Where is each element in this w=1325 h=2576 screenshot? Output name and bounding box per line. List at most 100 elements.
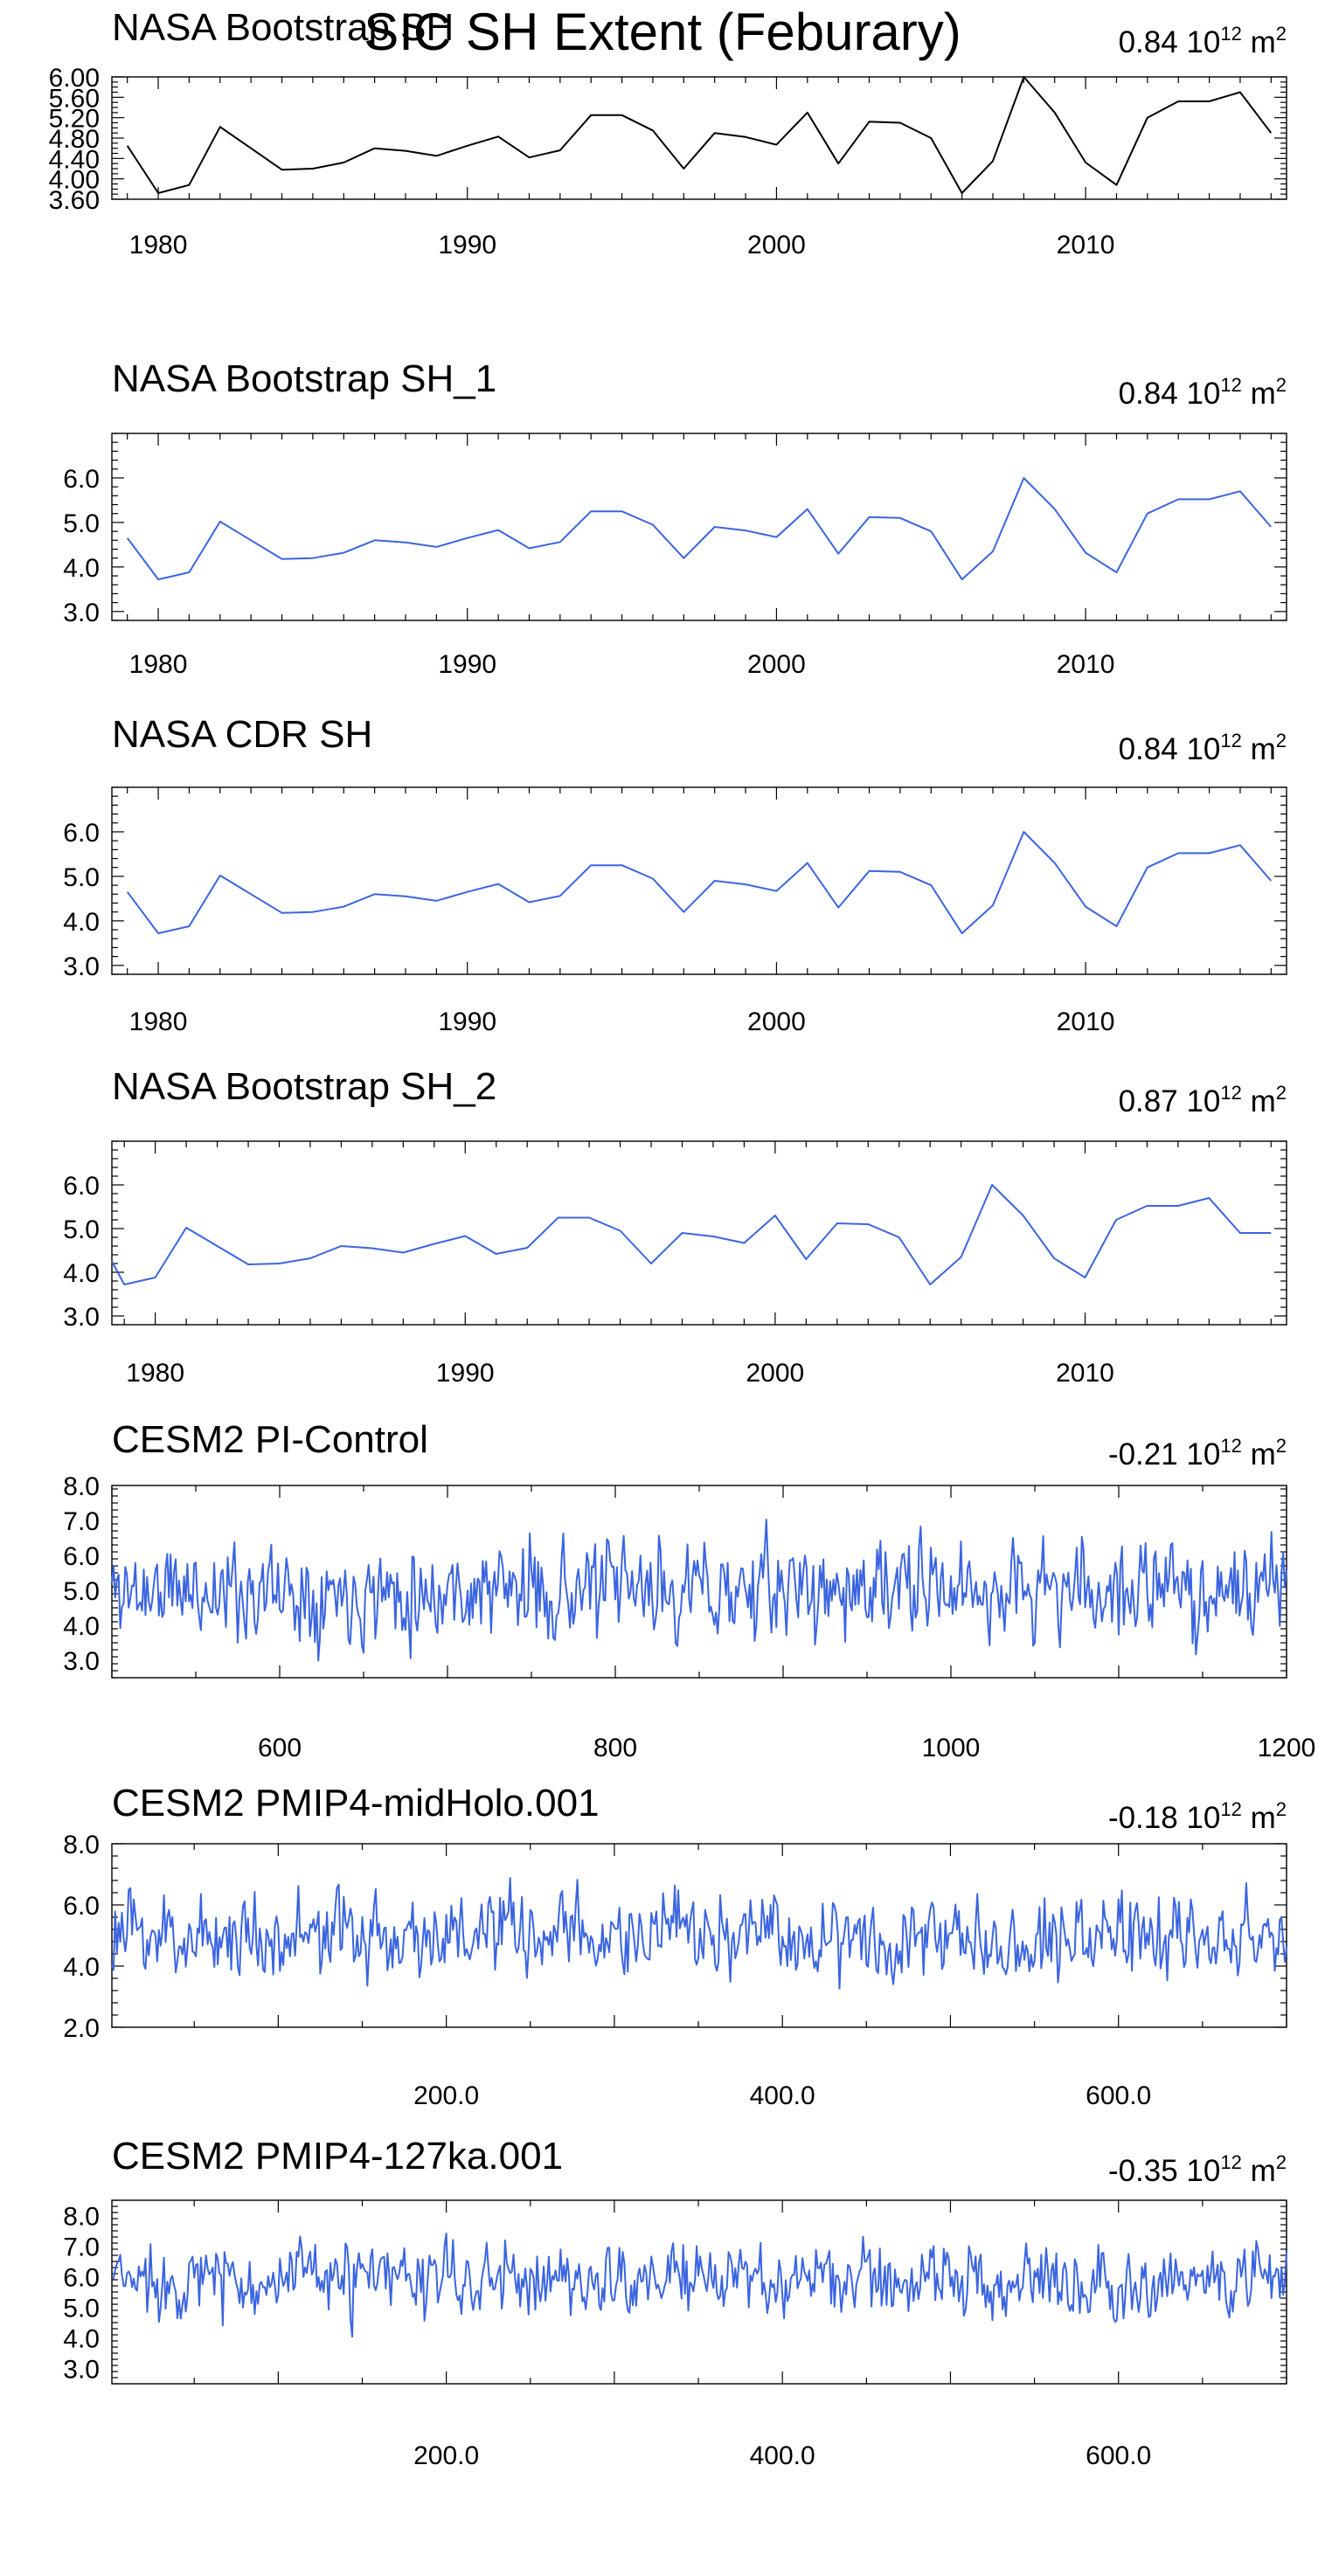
y-tick-label: 6.0 (63, 1542, 100, 1571)
x-tick-label: 1990 (438, 231, 496, 260)
chart-svg-6: CESM2 PMIP4-midHolo.001 -0.18 1012 m2 2.0 4… (63, 1782, 1287, 2110)
chart-svg-3: NASA CDR SH 0.84 1012 m2 3.0 4.0 5.0 6.0 1980 1… (63, 713, 1287, 1036)
series-line (126, 477, 1273, 581)
y-tick-label: 4.80 (49, 125, 100, 154)
x-tick-label: 1990 (438, 1008, 496, 1036)
x-tick-label: 2000 (747, 1008, 806, 1036)
chart-panel-6: CESM2 PMIP4-midHolo.001 -0.18 1012 m2 2.0 4… (0, 1779, 1325, 2130)
x-tick-label: 200.0 (413, 2441, 479, 2470)
chart-panel-1: NASA Bootstrap SH 0.84 1012 m2 3.60 4.00 4.4… (0, 0, 1325, 350)
x-tick-label: 2010 (1057, 231, 1115, 260)
y-tick-label: 4.0 (63, 2325, 100, 2354)
panel-title: CESM2 PI-Control (112, 1418, 428, 1461)
series-line (126, 76, 1273, 194)
series-line (126, 831, 1273, 935)
x-tick-label: 600 (258, 1734, 302, 1762)
y-tick-label: 6.0 (63, 2264, 100, 2293)
y-tick-label: 8.0 (63, 2203, 100, 2232)
y-tick-label: 5.60 (49, 84, 100, 113)
chart-svg-7: CESM2 PMIP4-127ka.001 -0.35 1012 m2 3.04.0… (63, 2135, 1287, 2470)
y-tick-label: 3.0 (63, 2356, 100, 2385)
y-tick-label: 6.0 (63, 1892, 100, 1921)
x-tick-label: 1200 (1258, 1734, 1316, 1762)
series-line (111, 1519, 1287, 1662)
x-tick-label: 1980 (126, 1359, 184, 1388)
plot-frame (111, 1843, 1287, 2028)
panel-title: CESM2 PMIP4-127ka.001 (112, 2135, 563, 2178)
x-tick-label: 2010 (1057, 1008, 1115, 1036)
series-line (111, 1877, 1287, 1990)
x-tick-label: 1990 (436, 1359, 495, 1388)
plot-frame (111, 786, 1287, 975)
x-tick-label: 800 (593, 1734, 637, 1762)
x-tick-label: 400.0 (750, 2081, 815, 2110)
y-tick-label: 6.0 (63, 819, 100, 848)
x-tick-label: 1980 (129, 1008, 188, 1036)
y-tick-label: 5.0 (63, 863, 100, 892)
x-tick-label: 2000 (747, 231, 806, 260)
x-tick-label: 200.0 (413, 2081, 479, 2110)
panel-value-label: -0.18 1012 m2 (1108, 1798, 1287, 1835)
x-tick-label: 1990 (438, 650, 496, 679)
panel-value-label: 0.87 1012 m2 (1119, 1082, 1287, 1118)
x-tick-label: 2000 (746, 1359, 805, 1388)
x-tick-label: 400.0 (750, 2441, 815, 2470)
x-tick-label: 1000 (922, 1734, 981, 1762)
chart-panel-5: CESM2 PI-Control -0.21 1012 m2 3.0 4.0 5.0 6.… (0, 1416, 1325, 1777)
panel-title: NASA Bootstrap SH_2 (112, 1065, 496, 1108)
panel-value-label: 0.84 1012 m2 (1119, 374, 1287, 411)
y-tick-label: 2.0 (63, 2014, 100, 2043)
chart-svg-2: NASA Bootstrap SH_1 0.84 1012 m2 3.0 4.0 5.0… (63, 357, 1287, 679)
panel-title: CESM2 PMIP4-midHolo.001 (112, 1782, 600, 1825)
panel-title: NASA Bootstrap SH (112, 6, 454, 49)
chart-panel-7: CESM2 PMIP4-127ka.001 -0.35 1012 m2 3.0 4.0… (0, 2132, 1325, 2471)
plot-frame (111, 433, 1287, 621)
x-tick-label: 600.0 (1086, 2441, 1151, 2470)
chart-svg-5: CESM2 PI-Control -0.21 1012 m2 3.0 4.0 5.0 6.… (63, 1418, 1316, 1762)
y-tick-label: 6.0 (63, 1172, 100, 1201)
series-line (111, 2233, 1287, 2338)
y-tick-label: 3.0 (63, 1647, 100, 1676)
y-tick-label: 3.0 (63, 599, 100, 627)
y-tick-label: 5.20 (49, 105, 100, 134)
y-tick-label: 6.0 (63, 465, 100, 494)
y-tick-label: 8.0 (63, 1472, 100, 1501)
y-tick-label: 5.0 (63, 509, 100, 538)
plot-frame (111, 1140, 1287, 1326)
y-tick-label: 4.0 (63, 908, 100, 937)
chart-panel-3: NASA CDR SH 0.84 1012 m2 3.0 4.0 5.0 6.0 1980 1… (0, 705, 1325, 1059)
y-tick-label: 7.0 (63, 2233, 100, 2262)
y-tick-label: 8.0 (63, 1831, 100, 1859)
y-tick-label: 5.0 (63, 2295, 100, 2323)
figure-title: SIC SH Extent (Feburary) (364, 3, 961, 61)
y-tick-label: 5.0 (63, 1215, 100, 1244)
y-tick-label: 4.00 (49, 166, 100, 195)
x-tick-label: 600.0 (1086, 2081, 1151, 2110)
x-tick-label: 1980 (129, 650, 188, 679)
y-tick-label: 7.0 (63, 1507, 100, 1536)
y-tick-label: 3.0 (63, 1303, 100, 1332)
y-tick-label: 4.40 (49, 145, 100, 174)
panel-title: NASA CDR SH (112, 713, 372, 756)
panel-value-label: -0.35 1012 m2 (1108, 2151, 1287, 2188)
chart-svg-4: NASA Bootstrap SH_2 0.87 1012 m2 3.0 4.0 5.0… (63, 1065, 1287, 1388)
chart-svg-1: NASA Bootstrap SH 0.84 1012 m2 3.604.004.4… (49, 6, 1287, 260)
panel-value-label: -0.21 1012 m2 (1108, 1435, 1287, 1472)
y-tick-label: 5.0 (63, 1577, 100, 1606)
y-tick-label: 6.00 (49, 64, 100, 93)
y-tick-label: 4.0 (63, 1259, 100, 1288)
series-line (111, 1184, 1272, 1285)
x-tick-label: 1980 (129, 231, 188, 260)
x-tick-label: 2010 (1057, 650, 1115, 679)
x-tick-label: 2000 (747, 650, 806, 679)
y-tick-label: 3.0 (63, 952, 100, 981)
chart-panel-2: NASA Bootstrap SH_1 0.84 1012 m2 3.0 4.0 5.0… (0, 350, 1325, 703)
y-tick-label: 4.0 (63, 1612, 100, 1641)
y-tick-label: 4.0 (63, 554, 100, 583)
y-tick-label: 3.60 (49, 186, 100, 215)
panel-title: NASA Bootstrap SH_1 (112, 357, 496, 400)
panel-value-label: 0.84 1012 m2 (1119, 23, 1287, 59)
y-tick-label: 4.0 (63, 1953, 100, 1982)
chart-panel-4: NASA Bootstrap SH_2 0.87 1012 m2 3.0 4.0 5.0… (0, 1063, 1325, 1414)
